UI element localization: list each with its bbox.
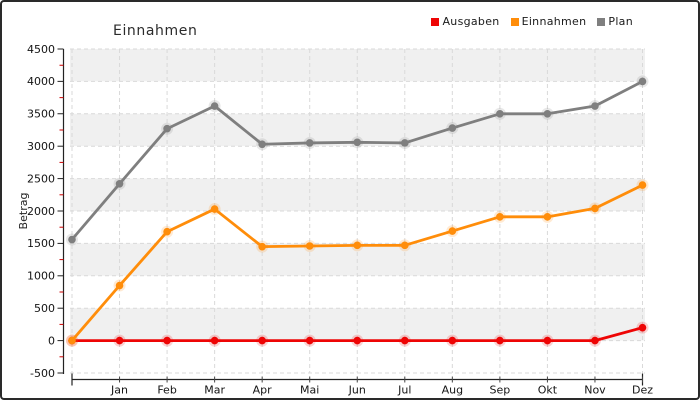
data-point [448, 227, 457, 235]
y-axis-title: Betrag [17, 193, 30, 230]
data-point [353, 138, 362, 147]
legend-label: Plan [608, 15, 633, 28]
data-point [258, 242, 266, 251]
data-point [591, 102, 599, 110]
gridlines [70, 48, 645, 374]
y-tick-label: 2000 [27, 205, 55, 218]
data-point [591, 204, 599, 213]
data-point [210, 102, 219, 110]
data-point [68, 336, 76, 345]
y-axis: 4500 4000 3500 3000 2500 2000 1500 1000 500 0 -500… [17, 43, 65, 380]
legend-item-einnahmen: Einnahmen [510, 15, 587, 28]
x-tick-label: Jul [397, 384, 411, 397]
data-point [353, 336, 362, 345]
data-point [543, 336, 552, 345]
data-point [305, 242, 314, 250]
series-einnahmen [66, 179, 649, 347]
legend-swatch-ausgaben [431, 17, 440, 26]
x-tick-label: Jun [348, 384, 366, 397]
data-point [115, 281, 124, 290]
legend-item-plan: Plan [597, 15, 633, 28]
y-tick-label: 0 [48, 334, 55, 347]
data-point [400, 241, 409, 250]
series-plan [66, 75, 649, 246]
data-point [496, 110, 504, 118]
y-tick-label: 3500 [27, 108, 55, 121]
data-point [305, 336, 314, 345]
data-point [638, 77, 647, 86]
y-tick-label: 500 [34, 302, 55, 315]
y-tick-label: 4500 [27, 43, 55, 56]
data-point [543, 213, 552, 221]
data-point [115, 336, 124, 345]
x-tick-label: Nov [584, 384, 606, 397]
data-point [638, 323, 647, 332]
legend-label: Ausgaben [442, 15, 500, 28]
data-point [448, 124, 457, 132]
data-point [163, 124, 171, 133]
data-point [496, 213, 504, 221]
x-tick-label: Mar [204, 384, 225, 397]
y-tick-label: 1000 [27, 270, 55, 283]
data-point [210, 336, 219, 345]
x-tick-label: Apr [253, 384, 273, 397]
x-tick-label: Mai [300, 384, 319, 397]
data-point [163, 227, 171, 236]
data-point [353, 241, 362, 250]
data-point [115, 179, 124, 188]
data-point [400, 139, 409, 147]
data-point [258, 336, 266, 345]
legend: Ausgaben Einnahmen Plan [431, 15, 633, 28]
data-point [258, 140, 266, 149]
x-tick-label: Sep [490, 384, 511, 397]
data-point [638, 181, 647, 189]
legend-swatch-einnahmen [510, 17, 519, 26]
data-point [496, 336, 504, 345]
data-point [448, 336, 457, 345]
y-tick-label: 1500 [27, 237, 55, 250]
legend-item-ausgaben: Ausgaben [431, 15, 499, 28]
data-point [305, 139, 314, 147]
data-point [68, 235, 76, 244]
data-point [163, 336, 171, 345]
x-axis: Jan Feb Mar Apr Mai Jun Jul Aug Sep Okt Nov Dez [71, 373, 653, 397]
data-point [543, 110, 552, 118]
data-point [591, 336, 599, 345]
x-tick-label: Feb [157, 384, 176, 397]
y-tick-label: 4000 [27, 75, 55, 88]
legend-label: Einnahmen [521, 15, 587, 28]
legend-swatch-plan [597, 17, 606, 26]
x-tick-label: Dez [632, 384, 653, 397]
y-tick-label: 2500 [27, 172, 55, 185]
chart-title: Einnahmen [113, 23, 198, 39]
x-tick-label: Jan [110, 384, 128, 397]
data-point [210, 205, 219, 213]
x-tick-label: Aug [442, 384, 463, 397]
x-tick-label: Okt [538, 384, 558, 397]
y-tick-label: -500 [30, 367, 55, 380]
y-tick-label: 3000 [27, 140, 55, 153]
data-point [400, 336, 409, 345]
